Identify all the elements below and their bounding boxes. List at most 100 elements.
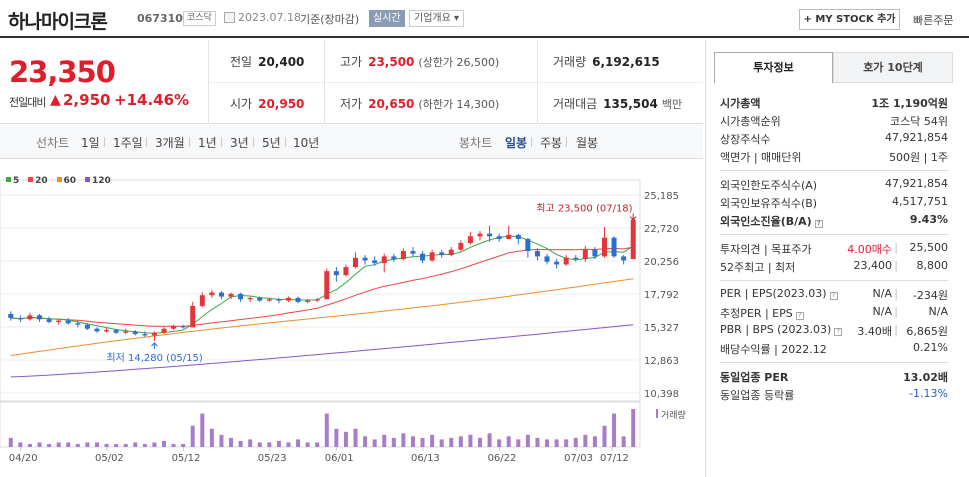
add-my-stock-button[interactable]: + MY STOCK 추가 [799, 9, 900, 30]
candle-body [257, 297, 263, 301]
x-tick-label: 06/22 [488, 453, 517, 464]
volume-bar [535, 437, 540, 447]
candle-body [400, 251, 406, 260]
tab-monthly[interactable]: 월봉 [576, 136, 599, 150]
candle-body [65, 320, 71, 324]
company-overview-button[interactable]: 기업개요 ▾ [409, 10, 464, 27]
candle-body [324, 271, 330, 300]
stock-code: 067310 [137, 12, 183, 25]
volume-bar [439, 439, 444, 447]
volume-bar [525, 434, 530, 447]
tab-1w[interactable]: 1주일 [113, 136, 143, 150]
legend-label: 120 [91, 176, 111, 186]
volume-bar [564, 439, 569, 447]
divider [531, 137, 532, 147]
ma60-line [10, 278, 634, 356]
candle-body [410, 251, 416, 254]
candle-body [333, 271, 339, 276]
tab-1d[interactable]: 1일 [81, 136, 100, 150]
help-icon[interactable]: ? [834, 328, 843, 336]
volume-label: 거래량 [553, 55, 587, 69]
info-value: 13.02배 [903, 371, 948, 384]
legend-swatch [6, 177, 11, 182]
amount-value: 135,504 [603, 97, 658, 111]
candle-body [180, 326, 186, 328]
info-value: 47,921,854 [885, 177, 948, 190]
basis-text: 기준(장마감) [300, 13, 360, 26]
open-value: 20,950 [258, 97, 305, 111]
candle-body [353, 257, 359, 268]
help-icon[interactable]: ? [829, 292, 838, 300]
trade-amount: 거래대금 135,504 백만 [553, 95, 682, 112]
candle-body [199, 295, 205, 306]
volume-bar [200, 413, 205, 447]
volume-bar [267, 442, 272, 447]
candle-body [362, 257, 368, 261]
candle-body [515, 234, 521, 239]
info-key: 시가총액순위 [720, 115, 781, 128]
x-tick-label: 07/03 [564, 453, 593, 464]
price-chart[interactable]: 5 20 60 120 25,185 22,720 20,256 17,792 15,3… [0, 170, 703, 477]
realtime-button[interactable]: 실시간 [369, 10, 405, 27]
tab-daily[interactable]: 일봉 [505, 136, 528, 150]
divider [253, 137, 254, 147]
candle-body [477, 233, 483, 237]
open-label: 시가 [230, 97, 253, 111]
investment-info-panel: 투자정보 호가 10단계 시가총액 1조 1,190억원 시가총액순위 코스닥 54위… [705, 40, 969, 477]
candle-body [27, 315, 33, 320]
divider [566, 137, 567, 147]
volume-bar [410, 436, 415, 447]
divider [221, 137, 222, 147]
candle-body [448, 249, 454, 256]
divider [209, 82, 703, 83]
lower-limit: (하한가 14,300) [418, 98, 500, 111]
volume-bar [75, 443, 80, 447]
candle-body [228, 293, 234, 297]
quick-order-link[interactable]: 빠른주문 [913, 14, 954, 27]
help-icon[interactable]: ? [795, 312, 804, 320]
volume-bar [18, 442, 23, 447]
tab-3m[interactable]: 3개월 [155, 136, 185, 150]
volume-bar [487, 433, 492, 447]
volume-bar [382, 434, 387, 447]
volume-bar [545, 439, 550, 447]
tab-weekly[interactable]: 주봉 [540, 136, 563, 150]
tab-1y[interactable]: 1년 [198, 136, 217, 150]
info-key: 52주최고 | 최저 [720, 261, 796, 274]
volume-bar [478, 437, 482, 447]
divider [104, 137, 105, 147]
help-icon[interactable]: ? [814, 220, 823, 228]
info-value: 4.00매수 [847, 243, 892, 256]
tab-5y[interactable]: 5년 [262, 136, 281, 150]
low-price: 저가 20,650 (하한가 14,300) [340, 95, 499, 112]
volume-bar [420, 437, 425, 447]
volume-bar [353, 428, 358, 447]
info-key: 투자의견 | 목표주가 [720, 243, 812, 256]
high-arrow [629, 213, 637, 221]
volume-bar [343, 431, 348, 447]
divider [720, 362, 948, 363]
volume-bar [602, 425, 607, 447]
candle-body [525, 238, 531, 252]
upper-limit: (상한가 26,500) [418, 56, 500, 69]
info-key: 동일업종 등락률 [720, 389, 795, 402]
tab-3y[interactable]: 3년 [230, 136, 249, 150]
tab-10y[interactable]: 10년 [293, 136, 320, 150]
volume-bar [56, 442, 61, 447]
candle-body [582, 249, 588, 260]
info-key: 추정PER | EPS? [720, 305, 804, 321]
info-key: 배당수익률 | 2022.12 [720, 343, 827, 356]
tab-orderbook[interactable]: 호가 10단계 [833, 52, 953, 83]
price-summary: 23,350 전일대비 ▲ 2,950 +14.46% 전일 20,400 고가 2… [0, 40, 703, 124]
candle-body [429, 252, 435, 261]
volume-bar [85, 442, 90, 447]
low-value: 20,650 [368, 97, 415, 111]
info-value: 23,400 [853, 259, 893, 272]
tab-investment-info[interactable]: 투자정보 [714, 52, 833, 83]
line-chart-label: 선차트 [36, 136, 70, 150]
volume-bar [133, 442, 138, 447]
ma-legend: 5 20 60 120 [6, 176, 117, 186]
candle-body [276, 299, 282, 301]
candle-body [142, 334, 148, 336]
info-key: PBR | BPS (2023.03)? [720, 323, 843, 336]
